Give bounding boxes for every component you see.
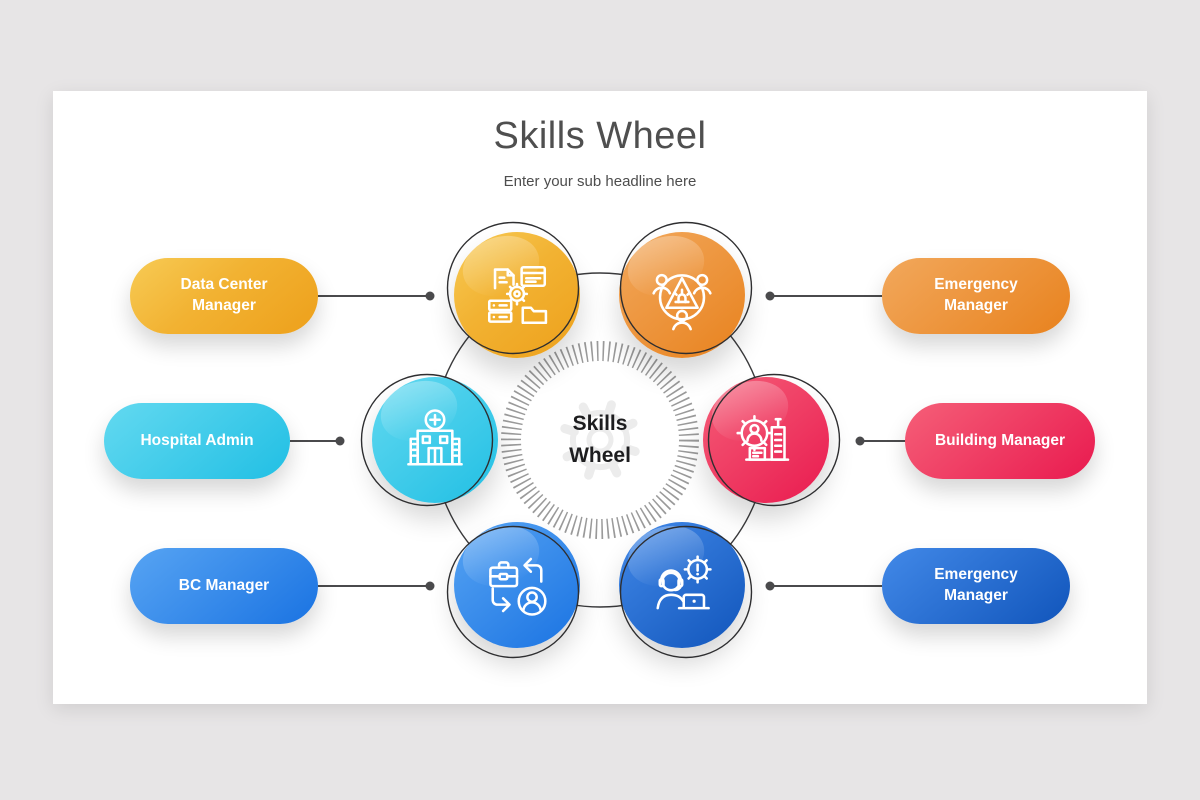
career-switch-icon bbox=[489, 557, 547, 616]
center-hub-label: Skills Wheel bbox=[520, 408, 680, 471]
center-label-line2: Wheel bbox=[569, 443, 631, 467]
data-center-icon bbox=[487, 265, 548, 325]
tick-ring bbox=[501, 341, 699, 539]
node-circle-data-center bbox=[454, 232, 580, 358]
pill-label: Building Manager bbox=[934, 431, 1066, 449]
label-pill-bc-manager: BC Manager bbox=[130, 548, 318, 624]
pill-label: Data Center Manager bbox=[180, 276, 268, 314]
pill-label: Emergency Manager bbox=[934, 566, 1018, 604]
node-circle-bc-manager bbox=[454, 522, 580, 648]
building-manager-icon bbox=[736, 415, 790, 461]
center-label-line1: Skills bbox=[572, 412, 628, 435]
pill-label: Emergency Manager bbox=[934, 276, 1018, 314]
pill-label: Hospital Admin bbox=[140, 431, 254, 449]
node-circle-support-agent bbox=[619, 522, 745, 648]
label-pill-building-manager: Building Manager bbox=[905, 403, 1095, 479]
node-circle-building-manager bbox=[703, 377, 829, 503]
pill-label: BC Manager bbox=[178, 576, 270, 594]
slide: Skills Wheel Enter your sub headline her… bbox=[53, 91, 1147, 704]
node-circle-hospital bbox=[372, 377, 498, 503]
gear-icon bbox=[560, 400, 640, 480]
page-subtitle: Enter your sub headline here bbox=[503, 173, 697, 190]
hospital-icon bbox=[407, 409, 463, 466]
label-pill-data-center-manager: Data Center Manager bbox=[130, 258, 318, 334]
support-agent-icon bbox=[656, 555, 712, 610]
label-pill-emergency-manager-top: Emergency Manager bbox=[882, 258, 1070, 334]
label-pill-emergency-manager-bottom: Emergency Manager bbox=[882, 548, 1070, 624]
node-circle-emergency-team bbox=[619, 232, 745, 358]
emergency-team-icon bbox=[652, 273, 712, 331]
page-title: Skills Wheel bbox=[493, 115, 707, 157]
label-pill-hospital-admin: Hospital Admin bbox=[104, 403, 290, 479]
